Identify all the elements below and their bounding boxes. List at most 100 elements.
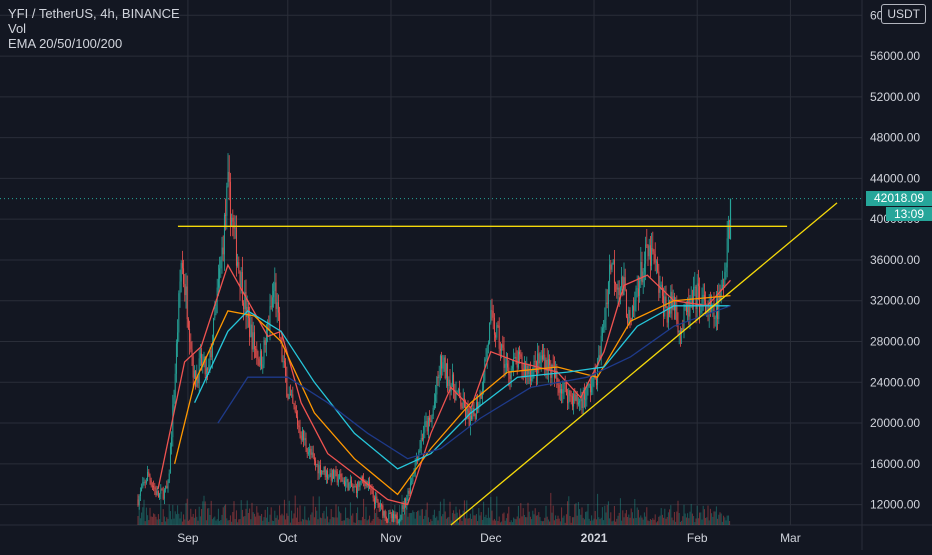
volume-bar — [178, 513, 180, 525]
volume-bar — [156, 519, 158, 525]
candle-body — [244, 292, 246, 310]
candle-body — [162, 490, 164, 499]
candle-body — [486, 345, 488, 359]
candle-body — [543, 354, 545, 360]
volume-bar — [618, 512, 620, 525]
volume-bar — [655, 522, 657, 525]
volume-bar — [349, 502, 351, 525]
volume-bar — [424, 515, 426, 525]
candle-body — [234, 227, 236, 229]
candle-body — [697, 283, 699, 287]
volume-bar — [515, 519, 517, 525]
volume-bar — [274, 510, 276, 525]
candle-body — [214, 313, 216, 318]
volume-bar — [599, 519, 601, 525]
volume-bar — [642, 519, 644, 525]
volume-bar — [726, 515, 728, 525]
volume-bar — [471, 518, 473, 525]
candle-body — [431, 415, 433, 423]
currency-button[interactable]: USDT — [881, 4, 926, 24]
candle-body — [300, 435, 302, 440]
volume-bar — [307, 517, 309, 525]
volume-bar — [678, 512, 680, 525]
volume-bar — [603, 520, 605, 525]
volume-bar — [408, 513, 410, 525]
volume-bar — [687, 513, 689, 525]
volume-bar — [652, 518, 654, 525]
volume-bar — [631, 512, 633, 525]
volume-bar — [479, 515, 481, 525]
volume-bar — [646, 507, 648, 525]
candle-body — [588, 383, 590, 386]
volume-bar — [355, 513, 357, 525]
volume-bar — [623, 517, 625, 525]
candle-body — [424, 421, 426, 433]
candle-body — [378, 503, 380, 508]
candle-body — [347, 479, 349, 491]
candle-body — [149, 475, 151, 481]
volume-bar — [447, 517, 449, 525]
volume-bar — [155, 516, 157, 525]
volume-bar — [293, 513, 295, 525]
candle-body — [327, 470, 329, 479]
volume-bar — [425, 509, 427, 525]
volume-bar — [298, 521, 300, 525]
candle-body — [259, 351, 261, 366]
volume-bar — [149, 507, 151, 525]
volume-bar — [193, 517, 195, 525]
candle-body — [315, 460, 317, 466]
candle-body — [705, 300, 707, 314]
volume-bar — [210, 500, 212, 525]
candle-body — [532, 368, 534, 380]
candle-body — [395, 514, 397, 516]
volume-bar — [509, 522, 511, 525]
candle-body — [564, 383, 566, 384]
candle-body — [510, 368, 512, 379]
price-tick-label: 32000.00 — [870, 294, 920, 308]
candle-body — [505, 363, 507, 365]
candle-body — [295, 411, 297, 417]
volume-bar — [316, 510, 318, 525]
volume-bar — [502, 513, 504, 525]
volume-bar — [498, 516, 500, 525]
volume-bar — [412, 510, 414, 525]
candle-body — [157, 491, 159, 498]
candle-body — [233, 221, 235, 229]
candle-body — [555, 371, 557, 378]
candle-body — [309, 448, 311, 453]
volume-bar — [291, 510, 293, 525]
volume-bar — [328, 522, 330, 525]
price-tick-label: 48000.00 — [870, 131, 920, 145]
volume-bar — [627, 517, 629, 525]
candle-body — [178, 293, 180, 333]
ema-indicator-label[interactable]: EMA 20/50/100/200 — [8, 36, 123, 51]
candle-body — [311, 452, 313, 455]
candle-body — [183, 268, 185, 285]
candle-body — [533, 361, 535, 369]
volume-bar — [235, 510, 237, 525]
candle-body — [531, 379, 533, 381]
volume-indicator-label[interactable]: Vol — [8, 21, 27, 36]
volume-bar — [299, 505, 301, 525]
candle-body — [371, 488, 373, 491]
candle-body — [298, 425, 300, 428]
candle-body — [702, 294, 704, 298]
candle-body — [264, 340, 266, 345]
volume-bar — [713, 511, 715, 525]
candle-body — [379, 503, 381, 508]
volume-bar — [258, 515, 260, 525]
volume-bar — [442, 514, 444, 525]
volume-bar — [658, 516, 660, 525]
symbol-title[interactable]: YFI / TetherUS, 4h, BINANCE — [8, 6, 180, 21]
volume-bar — [721, 521, 723, 525]
volume-bar — [585, 511, 587, 525]
candle-body — [154, 487, 156, 490]
volume-bar — [255, 516, 257, 525]
candle-body — [619, 287, 621, 295]
volume-bar — [179, 518, 181, 525]
candle-body — [499, 348, 501, 351]
candle-body — [168, 473, 170, 483]
volume-bar — [192, 513, 194, 525]
